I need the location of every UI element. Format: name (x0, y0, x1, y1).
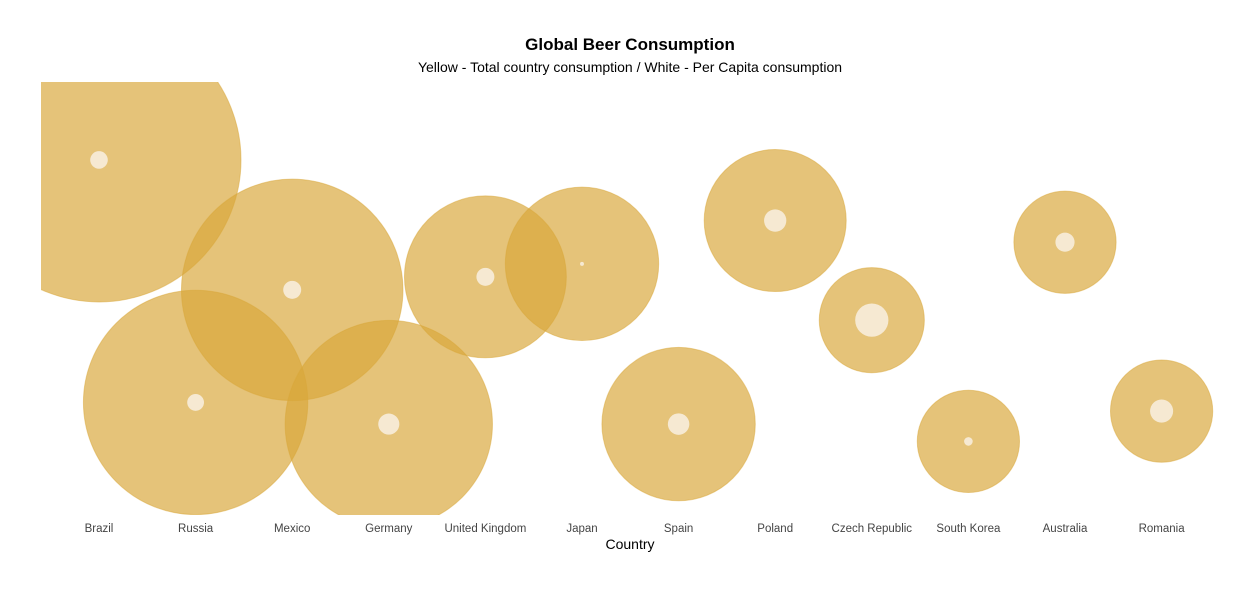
per-capita-bubble-mexico (283, 280, 302, 299)
x-tick-label-brazil: Brazil (85, 523, 114, 535)
chart-subtitle: Yellow - Total country consumption / Whi… (417, 59, 843, 75)
per-capita-bubble-romania (1150, 399, 1174, 423)
x-tick-label-mexico: Mexico (274, 523, 310, 535)
x-axis-title: Country (605, 536, 654, 552)
x-tick-label-russia: Russia (178, 523, 214, 535)
per-capita-bubble-spain (667, 413, 690, 435)
x-tick-label-czech-republic: Czech Republic (832, 523, 913, 535)
x-tick-label-romania: Romania (1139, 523, 1186, 535)
per-capita-bubble-brazil (90, 151, 108, 169)
per-capita-bubble-czech-republic (855, 303, 889, 337)
x-axis-ticks: Brazil Russia Mexico Germany United Kingdom J… (85, 523, 1186, 535)
per-capita-bubble-united-kingdom (476, 267, 495, 286)
x-tick-label-poland: Poland (757, 523, 793, 535)
per-capita-bubble-poland (764, 209, 787, 232)
per-capita-bubble-south-korea (964, 437, 973, 446)
x-tick-label-spain: Spain (664, 523, 693, 535)
chart-title: Global Beer Consumption (525, 35, 735, 54)
x-tick-label-japan: Japan (566, 523, 597, 535)
per-capita-bubble-germany (378, 413, 400, 435)
per-capita-bubble-russia (187, 394, 205, 411)
bubble-layer (41, 82, 1214, 515)
per-capita-bubble-japan (580, 261, 584, 266)
x-tick-label-united-kingdom: United Kingdom (444, 523, 526, 535)
x-tick-label-south-korea: South Korea (936, 523, 1001, 535)
x-tick-label-australia: Australia (1043, 523, 1088, 535)
x-tick-label-germany: Germany (365, 523, 413, 535)
per-capita-bubble-australia (1055, 232, 1075, 252)
